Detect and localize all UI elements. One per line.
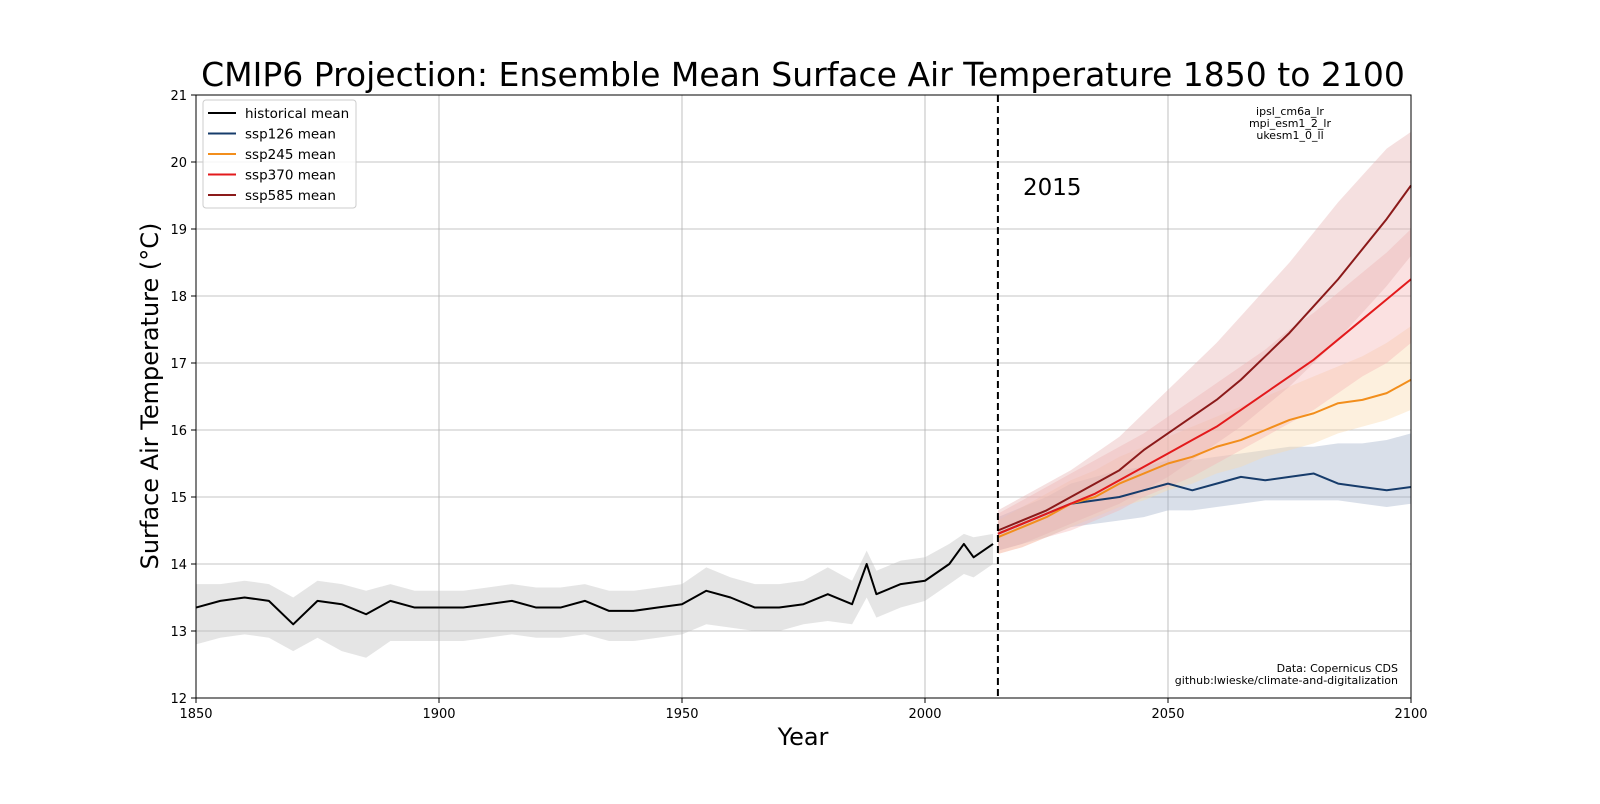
y-tick-label: 16 [170,424,187,439]
plot-frame [195,94,1412,699]
x-tick-label: 1950 [665,707,698,722]
model-name: mpi_esm1_2_lr [1249,117,1332,130]
x-tick-label: 1900 [422,707,455,722]
y-tick-label: 12 [170,692,187,707]
y-tick-label: 14 [170,558,187,573]
y-tick-label: 13 [170,625,187,640]
uncertainty-band [997,326,1411,554]
uncertainty-band [997,131,1411,551]
y-axis-label: Surface Air Temperature (°C) [136,223,164,570]
reference-year-label: 2015 [1023,175,1082,201]
models-annotation: ipsl_cm6a_lr mpi_esm1_2_lr ukesm1_0_ll [1249,105,1332,142]
source-line: Data: Copernicus CDS [1277,662,1398,675]
uncertainty-band [997,229,1411,554]
x-tick-label: 2100 [1394,707,1427,722]
series-line [997,184,1412,532]
model-name: ukesm1_0_ll [1256,129,1323,142]
legend: historical mean ssp126 mean ssp245 mean ssp… [202,99,357,209]
series-lines [195,184,1412,626]
x-tick-label: 2050 [1151,707,1184,722]
series-line [195,542,994,626]
legend-label: ssp370 mean [245,168,336,184]
series-line [997,278,1412,535]
source-annotation: Data: Copernicus CDS github:lwieske/clim… [1175,662,1398,687]
y-tick-label: 15 [170,491,187,506]
legend-label: ssp245 mean [245,147,336,163]
y-tick-label: 20 [170,156,187,171]
legend-label: historical mean [245,106,349,122]
y-tick-label: 19 [170,223,187,238]
y-tick-label: 21 [170,89,187,104]
model-name: ipsl_cm6a_lr [1256,105,1324,118]
uncertainty-band [196,533,994,658]
x-axis-label: Year [777,723,829,751]
y-tick-label: 17 [170,357,187,372]
legend-frame [202,99,357,209]
uncertainty-band [997,433,1411,551]
x-tick-label: 1850 [179,707,212,722]
legend-label: ssp585 mean [245,188,336,204]
source-line: github:lwieske/climate-and-digitalizatio… [1175,674,1398,687]
tick-labels: 1850 1900 1950 2000 2050 2100 12 13 14 15 16 17 18 19… [170,89,1427,722]
x-tick-label: 2000 [908,707,941,722]
chart-title: CMIP6 Projection: Ensemble Mean Surface … [201,55,1405,94]
y-tick-label: 18 [170,290,187,305]
uncertainty-bands [196,131,1411,658]
axes-frame [195,94,1412,699]
legend-label: ssp126 mean [245,127,336,143]
